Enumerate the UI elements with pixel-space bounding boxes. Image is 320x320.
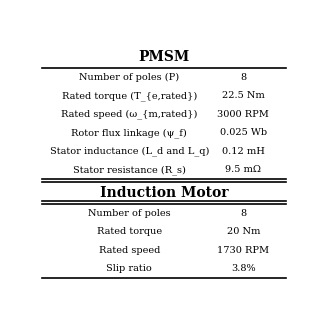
Text: Stator resistance (R_s): Stator resistance (R_s): [73, 165, 186, 174]
Text: 0.12 mH: 0.12 mH: [222, 147, 265, 156]
Text: Rated torque: Rated torque: [97, 227, 162, 236]
Text: Number of poles: Number of poles: [88, 209, 171, 218]
Text: Induction Motor: Induction Motor: [100, 186, 228, 200]
Text: Rotor flux linkage (ψ_f): Rotor flux linkage (ψ_f): [71, 128, 187, 138]
Text: Rated speed: Rated speed: [99, 246, 160, 255]
Text: 3000 RPM: 3000 RPM: [217, 110, 269, 119]
Text: Rated torque (T_{e,rated}): Rated torque (T_{e,rated}): [62, 91, 197, 100]
Text: 0.025 Wb: 0.025 Wb: [220, 128, 267, 137]
Text: Number of poles (P): Number of poles (P): [79, 73, 179, 82]
Text: 20 Nm: 20 Nm: [227, 227, 260, 236]
Text: Rated speed (ω_{m,rated}): Rated speed (ω_{m,rated}): [61, 109, 197, 119]
Text: 9.5 mΩ: 9.5 mΩ: [225, 165, 261, 174]
Text: 22.5 Nm: 22.5 Nm: [222, 91, 265, 100]
Text: Stator inductance (L_d and L_q): Stator inductance (L_d and L_q): [50, 146, 209, 156]
Text: 8: 8: [240, 73, 246, 82]
Text: 3.8%: 3.8%: [231, 264, 256, 273]
Text: Slip ratio: Slip ratio: [107, 264, 152, 273]
Text: 1730 RPM: 1730 RPM: [217, 246, 269, 255]
Text: 8: 8: [240, 209, 246, 218]
Text: PMSM: PMSM: [138, 50, 190, 64]
